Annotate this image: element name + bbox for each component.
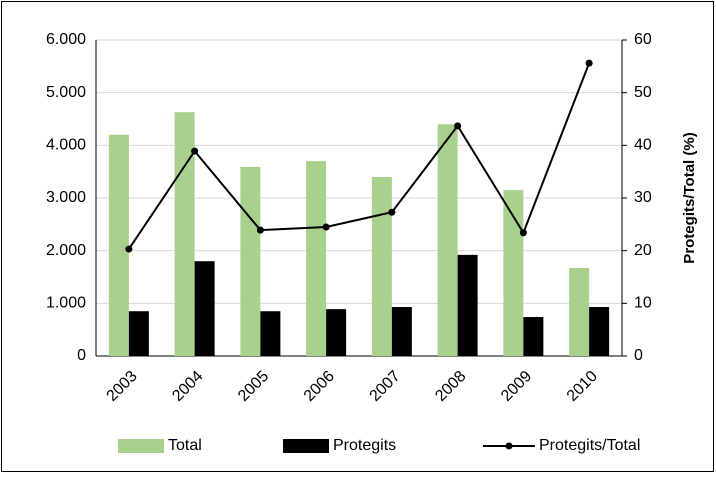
bar [128, 311, 149, 356]
bar [260, 311, 281, 356]
line-marker [125, 245, 133, 253]
y2-axis-label: Protegits/Total (%) [681, 132, 698, 263]
line-marker [454, 122, 462, 130]
bar [240, 166, 261, 356]
y-tick-label: 4.000 [46, 137, 86, 154]
y-tick-label: 2.000 [46, 242, 86, 259]
bar [174, 112, 195, 356]
bar [503, 190, 524, 356]
y2-tick-label: 40 [634, 137, 652, 154]
y-tick-label: 6.000 [46, 31, 86, 48]
bar [194, 261, 215, 356]
legend-label: Protegits/Total [539, 437, 640, 454]
y2-tick-label: 50 [634, 84, 652, 101]
line-marker [256, 226, 264, 234]
legend-swatch [118, 439, 164, 453]
line-marker [388, 208, 396, 216]
chart-border [1, 1, 714, 472]
y2-tick-label: 30 [634, 189, 652, 206]
y-tick-label: 3.000 [46, 189, 86, 206]
bar [371, 176, 392, 356]
bar [108, 134, 129, 356]
y-tick-label: 5.000 [46, 84, 86, 101]
line-marker [519, 229, 527, 237]
y2-tick-label: 10 [634, 295, 652, 312]
bar [569, 268, 590, 356]
y2-tick-label: 60 [634, 31, 652, 48]
bar [437, 124, 458, 357]
legend-label: Total [168, 437, 202, 454]
legend-label: Protegits [333, 437, 396, 454]
bar [457, 254, 478, 356]
bar [589, 307, 610, 356]
line [128, 62, 591, 250]
y-tick-label: 0 [77, 347, 86, 364]
bar [306, 161, 327, 356]
bar [523, 317, 544, 356]
y2-tick-label: 20 [634, 242, 652, 259]
y2-tick-label: 0 [634, 347, 643, 364]
bar [326, 309, 347, 356]
line-marker [191, 147, 199, 155]
legend-marker [505, 442, 513, 450]
bar [391, 307, 412, 356]
line-marker [585, 59, 593, 67]
y-tick-label: 1.000 [46, 295, 86, 312]
line-marker [322, 223, 330, 231]
legend-swatch [283, 439, 329, 453]
